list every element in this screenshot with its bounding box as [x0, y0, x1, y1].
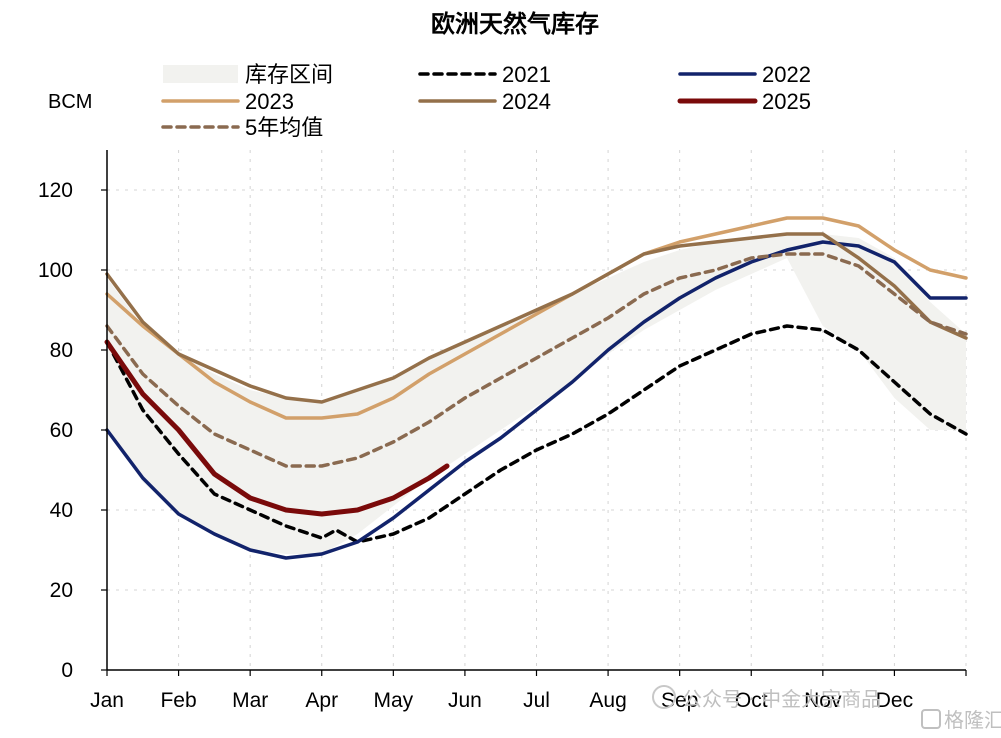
x-tick-label: Nov [804, 689, 842, 712]
x-tick-label: May [373, 689, 413, 712]
legend-label: 2022 [762, 62, 811, 87]
x-tick-label: Jun [448, 689, 482, 712]
chart-title: 欧洲天然气库存 [431, 10, 599, 38]
legend-item-5年均值: 5年均值 [161, 115, 323, 140]
series-line-2022 [105, 240, 968, 560]
legend-label: 2023 [245, 89, 294, 114]
series-line-5年均值 [105, 252, 968, 468]
x-tick-label: Apr [305, 689, 338, 712]
y-tick-label: 100 [38, 259, 73, 282]
watermark-right-text: 格隆汇 [944, 708, 1001, 732]
y-tick-label: 20 [50, 579, 73, 602]
x-tick-label: Dec [876, 689, 913, 712]
band-area [107, 234, 966, 554]
legend-item-2023: 2023 [161, 89, 294, 114]
legend-label: 2024 [502, 89, 551, 114]
series-line-2024 [105, 232, 968, 404]
watermark-left-text: 公众号 · 中金大宗商品 [682, 687, 881, 711]
legend-item-2024: 2024 [418, 89, 551, 114]
legend-label: 2021 [502, 62, 551, 87]
legend-item-2025: 2025 [677, 89, 811, 114]
x-tick-label: Oct [735, 689, 768, 712]
series-line-2021 [105, 324, 968, 544]
storage-range-band [107, 234, 966, 554]
y-axis-label: BCM [48, 91, 92, 113]
legend-swatch [163, 65, 238, 83]
legend-item-2021: 2021 [418, 62, 551, 87]
grid [107, 150, 967, 670]
legend: 库存区间 2021 2022 2023 2024 2025 5年均值 [161, 62, 811, 140]
y-tick-label: 40 [50, 499, 73, 522]
watermark: 公众号 · 中金大宗商品 格隆汇 [652, 685, 1001, 732]
x-tick-label: Aug [589, 689, 626, 712]
x-tick-label: Jul [523, 689, 550, 712]
series-line-2023 [105, 216, 968, 420]
legend-item-2022: 2022 [678, 62, 811, 87]
x-tick-label: Mar [232, 689, 268, 712]
y-tick-label: 60 [50, 419, 73, 442]
y-tick-label: 80 [50, 339, 73, 362]
x-tick-label: Feb [160, 689, 196, 712]
legend-label: 5年均值 [245, 115, 323, 140]
x-tick-label: Jan [90, 689, 124, 712]
legend-label: 库存区间 [245, 62, 333, 87]
legend-label: 2025 [762, 89, 811, 114]
wechat-icon [652, 685, 676, 709]
y-tick-label: 120 [38, 179, 73, 202]
series-line-2025 [104, 339, 450, 517]
legend-item-库存区间: 库存区间 [163, 62, 333, 87]
brand-logo-icon [921, 709, 941, 729]
y-tick-label: 0 [61, 659, 73, 682]
series-lines [104, 216, 968, 560]
